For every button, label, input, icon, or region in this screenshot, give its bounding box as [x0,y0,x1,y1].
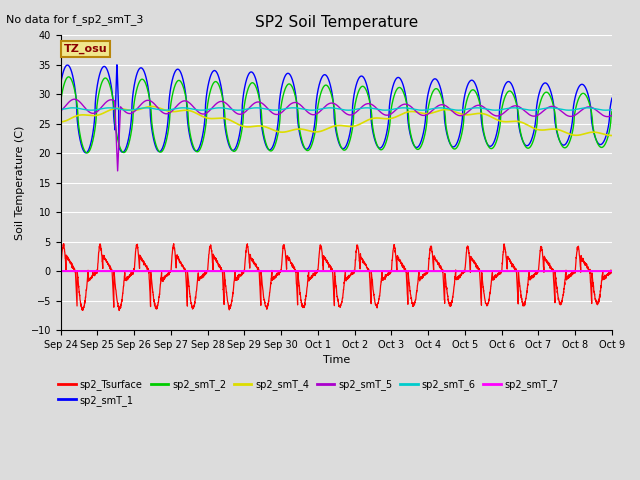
sp2_smT_4 [400,110,408,116]
sp2_smT_5 [175,101,183,107]
sp2_Tsurface [390,242,398,248]
sp2_smT_1 [211,68,219,73]
sp2_smT_2 [608,109,616,115]
sp2_smT_5 [608,112,616,118]
sp2_smT_7 [556,268,563,274]
sp2_smT_5 [390,108,398,114]
sp2_smT_4 [211,116,219,121]
sp2_smT_7 [211,268,218,274]
Line: sp2_smT_1: sp2_smT_1 [61,65,612,153]
sp2_Tsurface [115,308,123,313]
sp2_smT_2 [57,98,65,104]
sp2_smT_7 [57,268,65,274]
Text: TZ_osu: TZ_osu [63,44,107,54]
sp2_smT_7 [607,268,615,274]
Line: sp2_Tsurface: sp2_Tsurface [61,244,612,311]
sp2_Tsurface [608,268,616,274]
sp2_smT_1 [57,81,65,87]
Legend: sp2_Tsurface, sp2_smT_1, sp2_smT_2, sp2_smT_4, sp2_smT_5, sp2_smT_6, sp2_smT_7: sp2_Tsurface, sp2_smT_1, sp2_smT_2, sp2_… [58,379,559,406]
sp2_smT_1 [390,79,398,85]
sp2_smT_1 [556,138,564,144]
sp2_Tsurface [400,264,408,270]
sp2_smT_6 [400,105,408,111]
sp2_Tsurface [608,268,616,274]
X-axis label: Time: Time [323,355,350,365]
sp2_smT_1 [608,96,616,102]
sp2_smT_4 [608,132,616,138]
sp2_smT_5 [211,102,219,108]
sp2_smT_6 [556,106,564,112]
sp2_smT_1 [175,67,183,73]
Text: No data for f_sp2_smT_3: No data for f_sp2_smT_3 [6,14,144,25]
sp2_smT_7 [175,268,182,274]
sp2_smT_2 [65,74,72,80]
sp2_smT_4 [608,132,616,138]
sp2_smT_6 [57,107,65,112]
sp2_Tsurface [57,268,65,274]
sp2_smT_5 [556,107,564,113]
Line: sp2_smT_2: sp2_smT_2 [61,77,612,153]
sp2_Tsurface [175,256,183,262]
sp2_Tsurface [556,300,564,305]
sp2_smT_2 [556,138,564,144]
sp2_smT_7 [400,268,408,274]
sp2_smT_6 [608,107,616,112]
sp2_Tsurface [211,255,219,261]
sp2_smT_5 [70,96,78,102]
sp2_smT_4 [390,115,398,120]
sp2_smT_7 [608,268,616,274]
Title: SP2 Soil Temperature: SP2 Soil Temperature [255,15,418,30]
sp2_smT_2 [211,79,219,84]
Line: sp2_smT_5: sp2_smT_5 [61,99,612,171]
sp2_smT_1 [113,62,121,68]
sp2_smT_4 [556,127,564,133]
sp2_smT_6 [608,107,616,112]
sp2_smT_5 [57,108,65,114]
sp2_smT_6 [124,108,132,113]
Y-axis label: Soil Temperature (C): Soil Temperature (C) [15,125,25,240]
sp2_smT_2 [400,91,408,96]
sp2_smT_5 [400,101,408,107]
sp2_smT_5 [114,168,122,174]
sp2_Tsurface [60,241,68,247]
sp2_smT_2 [390,92,398,98]
sp2_smT_1 [82,150,90,156]
sp2_smT_1 [400,85,408,91]
sp2_smT_6 [211,105,219,111]
Line: sp2_smT_6: sp2_smT_6 [61,108,612,110]
sp2_smT_7 [390,268,398,274]
Line: sp2_smT_4: sp2_smT_4 [61,107,612,135]
sp2_smT_2 [83,150,91,156]
sp2_smT_4 [57,119,65,125]
sp2_smT_4 [175,108,183,114]
sp2_smT_6 [106,105,113,111]
sp2_smT_1 [608,96,616,101]
sp2_smT_2 [175,77,183,83]
sp2_smT_5 [608,112,616,118]
sp2_smT_6 [175,105,183,111]
sp2_smT_2 [608,108,616,114]
sp2_smT_6 [390,106,398,112]
sp2_smT_4 [148,104,156,109]
